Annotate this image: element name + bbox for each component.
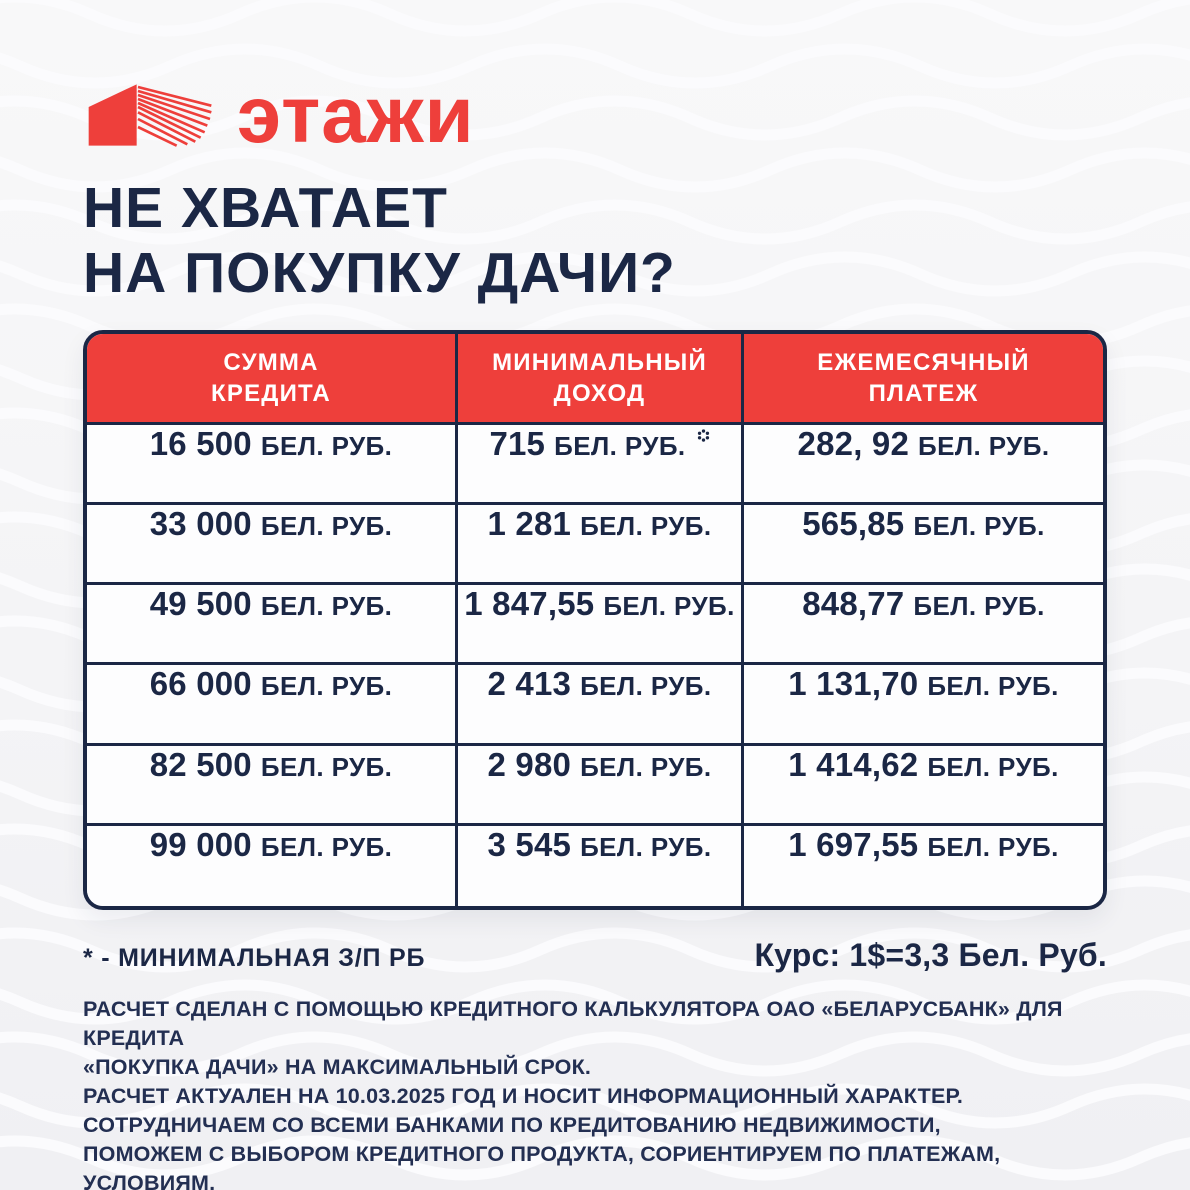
disclaimer-text: РАСЧЕТ СДЕЛАН С ПОМОЩЬЮ КРЕДИТНОГО КАЛЬК… [83,995,1107,1190]
table-cell-loan-amount: 99 000 БЕЛ. РУБ. [87,825,458,906]
brand-logo: этажи [83,70,1107,159]
table-cell-loan-amount: 33 000 БЕЛ. РУБ. [87,505,458,586]
table-cell-min-income: 1 281 БЕЛ. РУБ. [458,505,744,586]
table-cell-loan-amount: 49 500 БЕЛ. РУБ. [87,585,458,666]
page-title-line2: НА ПОКУПКУ ДАЧИ? [83,240,676,305]
min-wage-asterisk-icon [696,428,711,448]
table-cell-loan-amount: 82 500 БЕЛ. РУБ. [87,745,458,826]
table-cell-monthly-payment: 1 697,55 БЕЛ. РУБ. [744,825,1103,906]
page-title-line1: НЕ ХВАТАЕТ [83,176,448,240]
table-cell-min-income: 3 545 БЕЛ. РУБ. [458,825,744,906]
disclaimer-line: РАСЧЕТ АКТУАЛЕН НА 10.03.2025 ГОД И НОСИ… [83,1083,964,1108]
table-cell-min-income: 2 413 БЕЛ. РУБ. [458,665,744,746]
page-title: НЕ ХВАТАЕТ НА ПОКУПКУ ДАЧИ? [83,176,1107,306]
table-cell-monthly-payment: 565,85 БЕЛ. РУБ. [744,505,1103,586]
table-cell-monthly-payment: 282, 92 БЕЛ. РУБ. [744,424,1103,506]
brand-name: этажи [237,70,475,159]
asterisk-footnote: * - МИНИМАЛЬНАЯ З/П РБ [83,943,426,972]
table-cell-monthly-payment: 1 131,70 БЕЛ. РУБ. [744,665,1103,746]
column-header-min-income: МИНИМАЛЬНЫЙ ДОХОД [458,333,744,425]
table-cell-loan-amount: 66 000 БЕЛ. РУБ. [87,665,458,746]
column-header-loan-amount: СУММА КРЕДИТА [87,333,458,425]
disclaimer-line: ПОМОЖЕМ С ВЫБОРОМ КРЕДИТНОГО ПРОДУКТА, С… [83,1142,1001,1190]
etazhi-building-icon [83,79,217,151]
footnote-row: * - МИНИМАЛЬНАЯ З/П РБ Курс: 1$=3,3 Бел.… [83,937,1107,974]
table-cell-loan-amount: 16 500 БЕЛ. РУБ. [87,424,458,506]
credit-table: СУММА КРЕДИТА МИНИМАЛЬНЫЙ ДОХОД ЕЖЕМЕСЯЧ… [83,329,1107,910]
table-cell-monthly-payment: 848,77 БЕЛ. РУБ. [744,585,1103,666]
exchange-rate-note: Курс: 1$=3,3 Бел. Руб. [754,936,1107,973]
disclaimer-line: «ПОКУПКА ДАЧИ» НА МАКСИМАЛЬНЫЙ СРОК. [83,1054,592,1079]
table-cell-min-income: 2 980 БЕЛ. РУБ. [458,745,744,826]
table-cell-min-income: 715 БЕЛ. РУБ. [458,424,744,506]
table-cell-monthly-payment: 1 414,62 БЕЛ. РУБ. [744,745,1103,826]
disclaimer-line: РАСЧЕТ СДЕЛАН С ПОМОЩЬЮ КРЕДИТНОГО КАЛЬК… [83,996,1063,1050]
column-header-monthly-payment: ЕЖЕМЕСЯЧНЫЙ ПЛАТЕЖ [744,333,1103,425]
table-cell-min-income: 1 847,55 БЕЛ. РУБ. [458,585,744,666]
disclaimer-line: СОТРУДНИЧАЕМ СО ВСЕМИ БАНКАМИ ПО КРЕДИТО… [83,1113,941,1137]
